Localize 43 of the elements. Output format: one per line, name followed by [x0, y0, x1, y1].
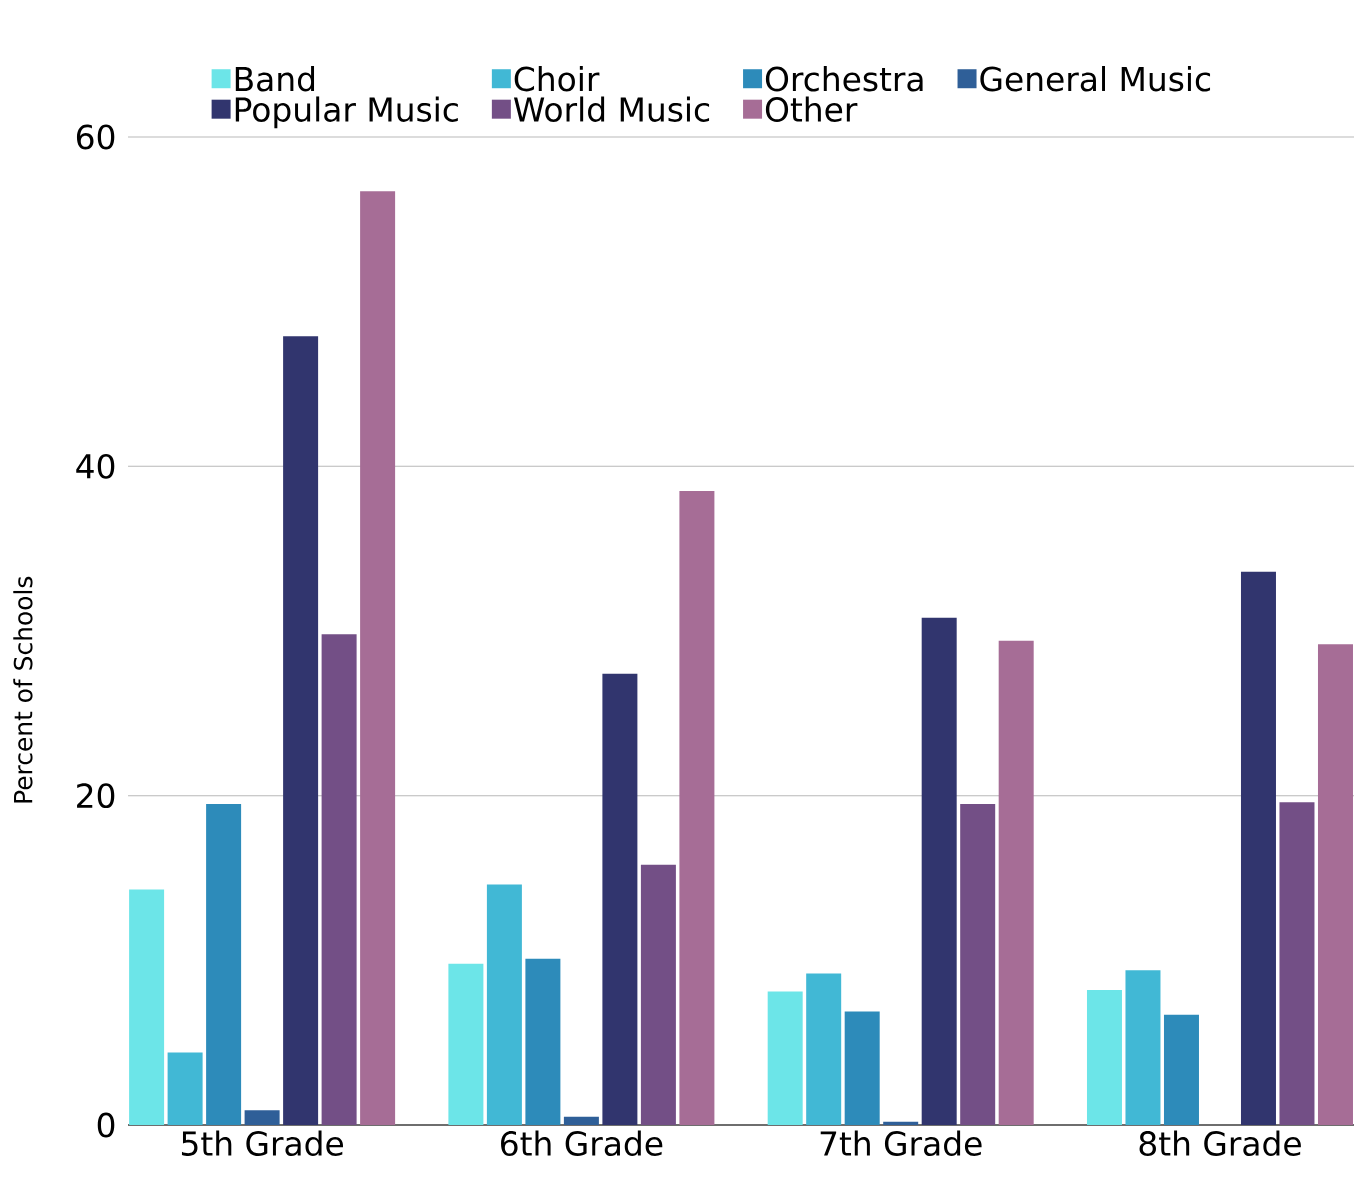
legend-label: Other	[765, 96, 858, 122]
x-tick-label: 6th Grade	[501, 1130, 663, 1156]
bar	[1240, 571, 1276, 1125]
bar	[921, 617, 957, 1125]
bar	[679, 491, 715, 1125]
bar	[640, 864, 676, 1125]
y-tick-label: 0	[97, 1112, 115, 1138]
bar	[602, 673, 638, 1125]
bar	[321, 634, 357, 1125]
bar	[1086, 989, 1122, 1125]
bar	[486, 884, 522, 1125]
bar	[1279, 802, 1315, 1125]
bar	[767, 991, 803, 1125]
bar	[244, 1110, 280, 1125]
bar	[448, 963, 484, 1125]
y-tick-label: 20	[77, 783, 115, 809]
legend-label: World Music	[513, 96, 710, 122]
bar	[844, 1011, 880, 1125]
y-tick-label: 60	[76, 124, 115, 150]
legend-label: Orchestra	[765, 65, 923, 92]
bar	[960, 803, 996, 1125]
legend-label: Popular Music	[235, 96, 458, 129]
bar	[1163, 1014, 1199, 1125]
legend-label: General Music	[980, 65, 1211, 92]
bar	[525, 958, 561, 1125]
bar	[360, 191, 396, 1125]
x-tick-label: 5th Grade	[181, 1130, 343, 1156]
legend-label: Choir	[514, 65, 600, 92]
x-tick-label: 8th Grade	[1139, 1130, 1301, 1156]
y-axis-title: Percent of Schools	[13, 576, 33, 803]
legend-label: Band	[235, 65, 315, 92]
x-tick-label: 7th Grade	[820, 1130, 982, 1156]
bar	[563, 1116, 599, 1125]
bar	[129, 889, 165, 1125]
bar	[806, 973, 842, 1125]
bar	[1317, 644, 1353, 1125]
bar	[206, 803, 242, 1125]
bar	[167, 1052, 203, 1125]
y-tick-label: 40	[76, 453, 115, 479]
bar	[998, 640, 1034, 1125]
bar	[883, 1121, 919, 1125]
bar	[283, 336, 319, 1125]
bar	[1125, 970, 1161, 1125]
